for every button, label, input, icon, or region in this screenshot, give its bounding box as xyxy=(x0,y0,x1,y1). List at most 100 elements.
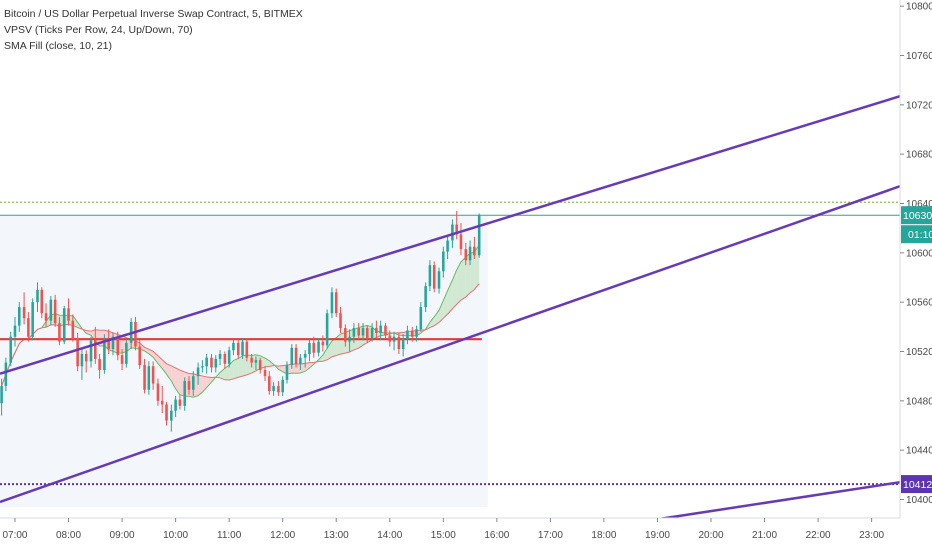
candle-body xyxy=(143,365,146,390)
candle-body xyxy=(348,336,351,342)
candle-body xyxy=(58,323,61,342)
candle-body xyxy=(442,251,445,272)
candle-body xyxy=(344,328,347,342)
candle-body xyxy=(187,381,191,390)
indicator-sma-fill-label[interactable]: SMA Fill (close, 10, 21) xyxy=(4,40,112,52)
sma-fill-segment xyxy=(465,253,471,297)
sma-fill-segment xyxy=(452,269,457,309)
candle-body xyxy=(339,313,342,329)
y-tick-label: 10720.0 xyxy=(906,100,932,111)
candle-body xyxy=(84,353,88,362)
candle-body xyxy=(334,292,338,314)
candle-body xyxy=(419,307,423,330)
candle-body xyxy=(201,366,204,368)
x-tick-label: 20:00 xyxy=(698,530,723,541)
candle-body xyxy=(22,307,26,319)
candle-body xyxy=(437,271,441,289)
candle-body xyxy=(272,386,275,391)
candle-body xyxy=(44,313,48,321)
candle-body xyxy=(178,399,182,406)
candle-body xyxy=(397,336,401,350)
candle-body xyxy=(80,353,84,367)
candle-body xyxy=(277,386,280,393)
sma-fill-segment xyxy=(220,368,225,380)
candle-body xyxy=(365,328,369,338)
x-tick-label: 17:00 xyxy=(538,530,563,541)
candle-body xyxy=(98,358,101,370)
sma-fill-segment xyxy=(296,364,301,374)
candle-body xyxy=(138,346,142,366)
sma-fill-segment xyxy=(460,257,466,301)
candle-body xyxy=(17,307,21,326)
candle-body xyxy=(388,335,392,342)
candle-body xyxy=(263,370,267,377)
candle-body xyxy=(151,366,155,384)
candle-body xyxy=(214,358,218,368)
candle-body xyxy=(120,355,124,364)
sma-fill-segment xyxy=(251,354,256,374)
sma-slow-line xyxy=(1,283,480,387)
candle-body xyxy=(455,224,458,235)
candle-body xyxy=(384,325,387,336)
candle-body xyxy=(254,360,258,363)
candle-body xyxy=(170,410,173,421)
candle-body xyxy=(415,329,418,337)
sma-fill-segment xyxy=(443,290,448,319)
y-tick-label: 10440.0 xyxy=(906,446,932,457)
x-tick-label: 16:00 xyxy=(484,530,509,541)
candle-body xyxy=(9,336,12,363)
current-price-badge xyxy=(901,206,932,225)
candle-body xyxy=(308,342,311,354)
candle-body xyxy=(160,400,164,405)
indicator-vpsv-label[interactable]: VPSV (Ticks Per Row, 24, Up/Down, 70) xyxy=(4,24,193,36)
y-tick-label: 10760.0 xyxy=(906,51,932,62)
sma-fill-segment xyxy=(456,261,461,305)
y-tick-label: 10480.0 xyxy=(906,396,932,407)
y-tick-label: 10560.0 xyxy=(906,298,932,309)
x-tick-label: 18:00 xyxy=(591,530,616,541)
price-axis-bg xyxy=(900,0,932,550)
sma-fill-segment xyxy=(153,351,158,364)
candle-body xyxy=(451,224,454,241)
symbol-title[interactable]: Bitcoin / US Dollar Perpetual Inverse Sw… xyxy=(4,8,303,20)
sma-fill-segment xyxy=(229,360,234,380)
candle-body xyxy=(392,336,396,342)
x-tick-label: 22:00 xyxy=(806,530,831,541)
candle-body xyxy=(183,381,186,406)
candle-body xyxy=(473,246,476,256)
candle-body xyxy=(281,379,284,393)
y-tick-label: 10400.0 xyxy=(906,495,932,506)
candle-body xyxy=(227,350,231,364)
candle-body xyxy=(116,336,120,356)
trendline-1 xyxy=(0,95,901,375)
candle-body xyxy=(191,376,195,390)
candle-body xyxy=(174,399,177,411)
candle-body xyxy=(27,318,30,337)
countdown-badge xyxy=(901,225,932,244)
candle-body xyxy=(250,357,253,363)
candle-body xyxy=(49,299,53,321)
x-tick-label: 14:00 xyxy=(377,530,402,541)
candle-body xyxy=(352,328,356,337)
sma-fast-line xyxy=(1,244,480,398)
sma-fill-segment xyxy=(224,365,230,380)
sma-fill-segment xyxy=(175,367,180,395)
candle-body xyxy=(303,353,307,358)
candle-body xyxy=(31,302,34,337)
candle-body xyxy=(62,308,66,342)
candle-body xyxy=(468,246,472,261)
sma-fill-segment xyxy=(198,375,203,396)
candle-body xyxy=(210,357,213,368)
candle-body xyxy=(0,386,3,404)
sma-fill-segment xyxy=(238,355,243,378)
candle-body xyxy=(424,286,427,308)
current-price-label: 10630.5 xyxy=(903,210,932,222)
sma-fill-segment xyxy=(305,362,310,372)
candle-body xyxy=(103,339,106,370)
candle-body xyxy=(464,249,468,261)
x-tick-label: 12:00 xyxy=(270,530,295,541)
sma-fill-segment xyxy=(439,300,444,323)
candle-body xyxy=(4,362,8,387)
